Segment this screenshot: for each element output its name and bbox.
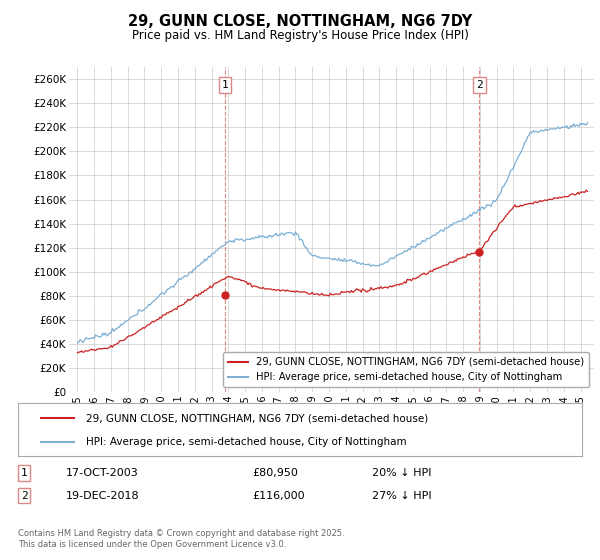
Text: 1: 1: [20, 468, 28, 478]
Text: £80,950: £80,950: [252, 468, 298, 478]
Text: 2: 2: [20, 491, 28, 501]
Text: 20% ↓ HPI: 20% ↓ HPI: [372, 468, 431, 478]
Text: 19-DEC-2018: 19-DEC-2018: [66, 491, 140, 501]
Text: 29, GUNN CLOSE, NOTTINGHAM, NG6 7DY: 29, GUNN CLOSE, NOTTINGHAM, NG6 7DY: [128, 14, 472, 29]
Text: Price paid vs. HM Land Registry's House Price Index (HPI): Price paid vs. HM Land Registry's House …: [131, 29, 469, 42]
Text: 1: 1: [221, 80, 228, 90]
Text: 27% ↓ HPI: 27% ↓ HPI: [372, 491, 431, 501]
Text: Contains HM Land Registry data © Crown copyright and database right 2025.
This d: Contains HM Land Registry data © Crown c…: [18, 529, 344, 549]
Text: 17-OCT-2003: 17-OCT-2003: [66, 468, 139, 478]
Legend: 29, GUNN CLOSE, NOTTINGHAM, NG6 7DY (semi-detached house), HPI: Average price, s: 29, GUNN CLOSE, NOTTINGHAM, NG6 7DY (sem…: [223, 352, 589, 387]
Text: HPI: Average price, semi-detached house, City of Nottingham: HPI: Average price, semi-detached house,…: [86, 436, 406, 446]
Text: 29, GUNN CLOSE, NOTTINGHAM, NG6 7DY (semi-detached house): 29, GUNN CLOSE, NOTTINGHAM, NG6 7DY (sem…: [86, 413, 428, 423]
Text: £116,000: £116,000: [252, 491, 305, 501]
Text: 2: 2: [476, 80, 483, 90]
